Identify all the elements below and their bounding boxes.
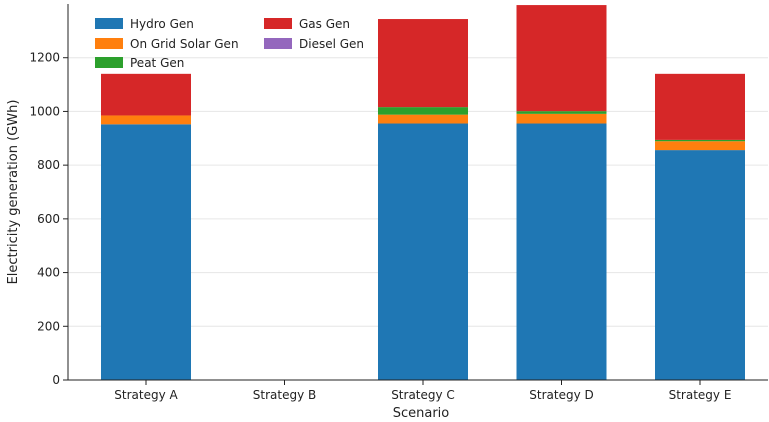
legend-label: Diesel Gen [299, 37, 364, 51]
y-tick-labels: 0 200 400 600 800 1000 1200 [29, 51, 60, 387]
bar-segment [516, 5, 607, 112]
bar-segment [101, 124, 191, 380]
legend-label: Hydro Gen [130, 17, 194, 31]
x-tick-labels: Strategy A Strategy B Strategy C Strategy D… [114, 388, 731, 402]
legend: Hydro Gen On Grid Solar Gen Peat Gen Gas Ge… [95, 17, 364, 70]
y-tick-label: 800 [37, 158, 60, 172]
legend-swatch [95, 18, 123, 29]
bar-segment [516, 123, 607, 380]
bar-segment [655, 141, 745, 151]
legend-swatch [95, 57, 123, 68]
bar-segment [101, 73, 191, 116]
bar-segment [655, 139, 745, 142]
legend-swatch [264, 38, 292, 49]
x-axis-label: Scenario [393, 406, 450, 421]
bar-segment [516, 113, 607, 124]
bar-segment [378, 123, 468, 380]
x-tick-label: Strategy B [253, 388, 316, 402]
y-tick-label: 400 [37, 266, 60, 280]
legend-swatch [264, 18, 292, 29]
bar-segment [655, 150, 745, 380]
bars [101, 5, 745, 380]
y-tick-label: 0 [52, 373, 60, 387]
legend-label: Gas Gen [299, 17, 350, 31]
legend-swatch [95, 38, 123, 49]
bar-segment [378, 19, 468, 108]
y-tick-label: 1200 [29, 51, 60, 65]
y-tick-label: 200 [37, 319, 60, 333]
x-tick-label: Strategy E [669, 388, 732, 402]
y-tick-label: 600 [37, 212, 60, 226]
x-tick-label: Strategy D [529, 388, 593, 402]
bar-segment [516, 111, 607, 114]
y-tick-label: 1000 [29, 104, 60, 118]
legend-label: On Grid Solar Gen [130, 37, 239, 51]
x-tick-label: Strategy A [114, 388, 178, 402]
y-axis-label: Electricity generation (GWh) [6, 100, 21, 285]
bar-segment [378, 114, 468, 124]
bar-segment [378, 107, 468, 115]
x-tick-label: Strategy C [391, 388, 455, 402]
bar-segment [655, 73, 745, 140]
axes [63, 4, 768, 385]
bar-segment [101, 115, 191, 125]
legend-label: Peat Gen [130, 56, 184, 70]
